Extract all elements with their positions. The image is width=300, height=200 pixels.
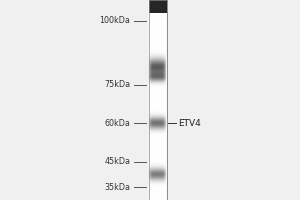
Bar	[148, 0, 166, 13]
Text: 60kDa: 60kDa	[105, 119, 130, 128]
Text: 100kDa: 100kDa	[100, 16, 130, 25]
Text: 75kDa: 75kDa	[104, 80, 130, 89]
Bar	[148, 0, 166, 200]
Text: 45kDa: 45kDa	[104, 157, 130, 166]
Text: 35kDa: 35kDa	[104, 183, 130, 192]
Text: ETV4: ETV4	[178, 119, 201, 128]
